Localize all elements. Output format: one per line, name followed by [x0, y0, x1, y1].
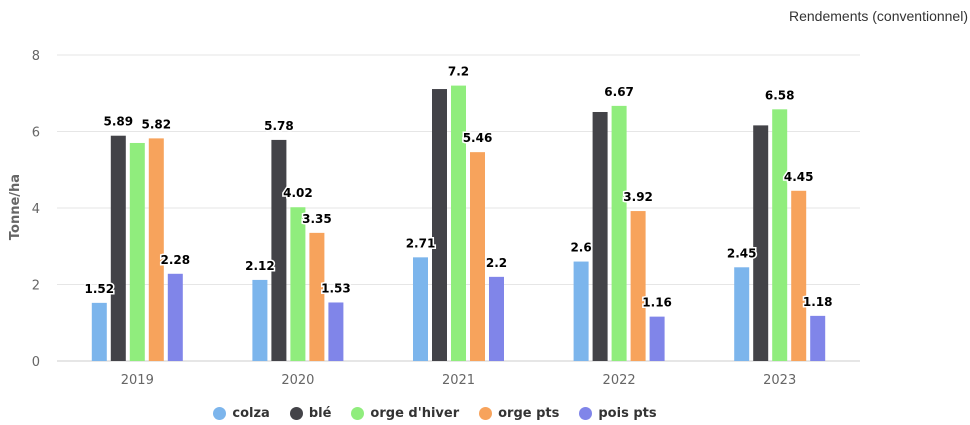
legend: colza blé orge d'hiver orge pts pois pts: [0, 406, 870, 421]
data-label: 5.78: [264, 119, 294, 133]
x-tick-label: 2020: [281, 373, 314, 388]
bar-2023-3[interactable]: [791, 190, 807, 361]
legend-item[interactable]: orge d'hiver: [351, 406, 459, 421]
x-axis-ticks: 2019 2020 2021 2022 2023: [121, 373, 796, 388]
data-label: 1.16: [642, 296, 672, 310]
bar-2019-0[interactable]: [91, 302, 107, 361]
legend-swatch: [351, 407, 365, 420]
legend-swatch: [479, 407, 493, 420]
legend-item[interactable]: orge pts: [479, 406, 559, 421]
data-label: 5.82: [141, 117, 171, 131]
x-tick-label: 2022: [603, 373, 636, 388]
data-label: 7.2: [448, 65, 469, 79]
data-label: 2.6: [570, 241, 591, 255]
data-label: 2.28: [160, 253, 190, 267]
bar-2023-2[interactable]: [772, 109, 788, 361]
y-tick-label: 4: [32, 202, 40, 217]
legend-label: orge d'hiver: [370, 406, 460, 421]
data-label: 3.92: [623, 190, 653, 204]
data-label: 2.2: [486, 256, 507, 270]
bar-2019-3[interactable]: [148, 138, 164, 361]
bar-2022-3[interactable]: [630, 211, 646, 361]
bar-2020-3[interactable]: [309, 232, 325, 361]
bar-2021-1[interactable]: [432, 89, 447, 361]
bar-2021-4[interactable]: [489, 276, 504, 361]
bar-2021-3[interactable]: [470, 152, 485, 361]
data-label: 4.45: [784, 170, 814, 184]
data-label: 3.35: [302, 212, 332, 226]
data-label: 2.71: [406, 236, 436, 250]
bar-2021-0[interactable]: [413, 257, 428, 361]
bar-2020-4[interactable]: [328, 302, 344, 361]
bar-2020-0[interactable]: [252, 279, 268, 361]
bar-2019-2[interactable]: [129, 142, 145, 361]
legend-swatch: [579, 407, 593, 420]
data-label: 1.52: [84, 282, 114, 296]
data-label: 1.53: [321, 281, 351, 295]
y-tick-label: 6: [32, 126, 40, 141]
x-tick-label: 2019: [121, 373, 154, 388]
y-tick-label: 0: [32, 355, 40, 370]
bar-2023-1[interactable]: [753, 125, 769, 361]
bar-2022-1[interactable]: [592, 111, 608, 362]
data-label: 2.45: [727, 246, 757, 260]
legend-item[interactable]: pois pts: [579, 406, 657, 421]
bar-2023-4[interactable]: [810, 315, 826, 361]
y-axis-ticks: 0 2 4 6 8: [32, 49, 40, 370]
x-tick-label: 2021: [442, 373, 475, 388]
bars: [91, 85, 826, 362]
bar-2023-0[interactable]: [734, 267, 750, 361]
legend-label: orge pts: [498, 406, 560, 421]
legend-label: pois pts: [598, 406, 657, 421]
y-tick-label: 2: [32, 279, 40, 294]
bar-2019-4[interactable]: [167, 273, 183, 361]
data-labels: 1.52 5.89 5.82 2.28 2.12 5.78 4.02 3.35 1.53 2.71…: [83, 63, 834, 311]
bar-2022-4[interactable]: [649, 316, 665, 361]
bar-2020-1[interactable]: [271, 139, 287, 361]
data-label: 4.02: [283, 186, 313, 200]
x-tick-label: 2023: [763, 373, 796, 388]
legend-label: colza: [232, 406, 270, 421]
bar-2019-1[interactable]: [110, 135, 126, 361]
bar-2021-2[interactable]: [451, 85, 466, 361]
bar-2022-2[interactable]: [611, 105, 627, 361]
data-label: 6.67: [604, 85, 634, 99]
data-label: 5.46: [463, 131, 493, 145]
legend-item[interactable]: blé: [289, 406, 332, 421]
chart-title: Rendements (conventionnel): [789, 8, 968, 24]
data-label: 2.12: [245, 259, 275, 273]
legend-item[interactable]: colza: [213, 406, 270, 421]
data-label: 5.89: [103, 115, 133, 129]
y-axis-label: Tonne/ha: [8, 174, 23, 240]
bar-2020-2[interactable]: [290, 207, 306, 361]
y-tick-label: 8: [32, 49, 40, 64]
legend-label: blé: [308, 406, 332, 421]
data-label: 6.58: [765, 88, 795, 102]
bar-2022-0[interactable]: [573, 261, 589, 361]
legend-swatch: [213, 407, 227, 420]
data-label: 1.18: [803, 295, 833, 309]
legend-swatch: [289, 407, 303, 420]
